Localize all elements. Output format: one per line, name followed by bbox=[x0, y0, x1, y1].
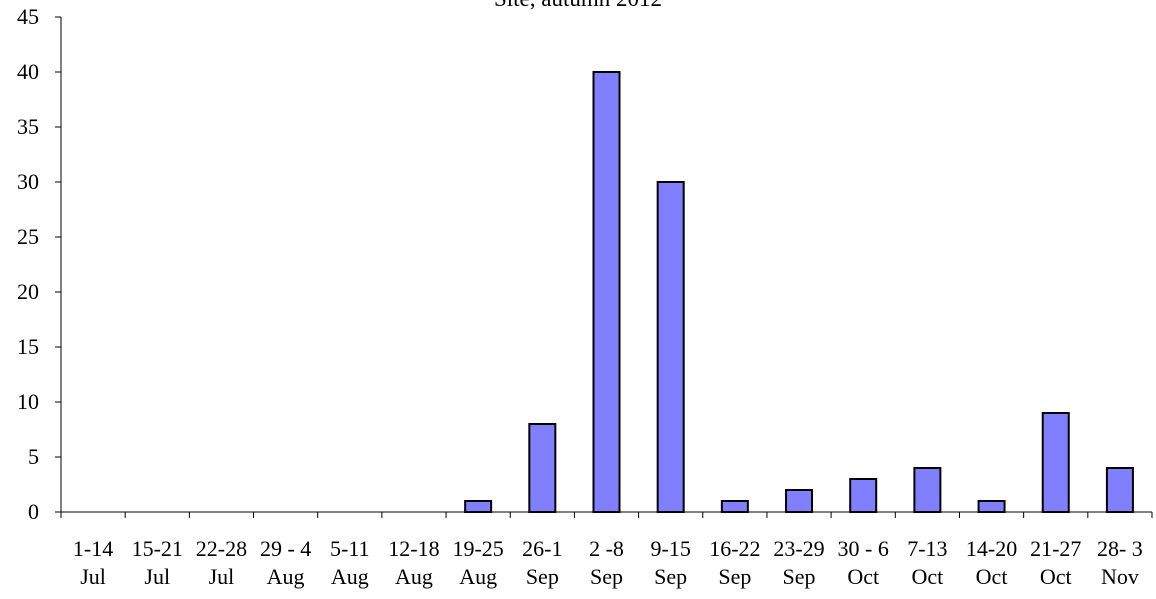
y-tick-label: 0 bbox=[28, 499, 39, 524]
bar bbox=[720, 500, 749, 513]
x-tick-label-month: Jul bbox=[80, 564, 106, 589]
bar bbox=[528, 423, 557, 513]
x-tick-label: 23-29 bbox=[773, 536, 824, 561]
x-tick-label-month: Sep bbox=[590, 564, 623, 589]
x-tick-label-month: Oct bbox=[911, 564, 943, 589]
x-tick-label-month: Oct bbox=[1040, 564, 1072, 589]
x-tick-label: 14-20 bbox=[966, 536, 1017, 561]
x-tick-label: 12-18 bbox=[388, 536, 439, 561]
x-tick-label-month: Jul bbox=[209, 564, 235, 589]
chart-title: Site, autumn 2012 bbox=[0, 0, 1156, 12]
x-tick-label: 30 - 6 bbox=[838, 536, 889, 561]
x-tick-label: 29 - 4 bbox=[260, 536, 311, 561]
x-tick-label-month: Jul bbox=[144, 564, 170, 589]
y-tick-label: 35 bbox=[17, 114, 39, 139]
x-tick-label: 22-28 bbox=[196, 536, 247, 561]
y-tick-label: 45 bbox=[17, 4, 39, 29]
bar bbox=[656, 181, 685, 513]
bar bbox=[849, 478, 878, 513]
x-tick-label: 15-21 bbox=[132, 536, 183, 561]
tick-labels: 0 5 10 15 20 25 30 35 40 45 1-14 Jul 15-21 Jul 22-28 Ju… bbox=[17, 4, 1143, 589]
bar bbox=[977, 500, 1006, 513]
x-tick-label: 7-13 bbox=[907, 536, 947, 561]
x-tick-label-month: Aug bbox=[459, 564, 497, 589]
x-tick-label-month: Aug bbox=[395, 564, 433, 589]
y-tick-label: 15 bbox=[17, 334, 39, 359]
y-tick-label: 30 bbox=[17, 169, 39, 194]
x-tick-label-month: Oct bbox=[976, 564, 1008, 589]
x-tick-label: 26-1 bbox=[522, 536, 562, 561]
x-tick-label: 2 -8 bbox=[589, 536, 624, 561]
x-tick-label-month: Sep bbox=[783, 564, 816, 589]
x-tick-label-month: Nov bbox=[1101, 564, 1139, 589]
y-tick-label: 40 bbox=[17, 59, 39, 84]
bar bbox=[1105, 467, 1134, 513]
bars bbox=[464, 71, 1134, 513]
x-tick-label: 21-27 bbox=[1030, 536, 1081, 561]
x-tick-label: 16-22 bbox=[709, 536, 760, 561]
x-tick-label: 9-15 bbox=[651, 536, 691, 561]
x-tick-label: 19-25 bbox=[452, 536, 503, 561]
bar bbox=[464, 500, 493, 513]
y-tick-label: 25 bbox=[17, 224, 39, 249]
x-tick-label: 5-11 bbox=[330, 536, 370, 561]
bar bbox=[1041, 412, 1070, 513]
x-tick-label: 28- 3 bbox=[1097, 536, 1143, 561]
x-tick-label: 1-14 bbox=[73, 536, 113, 561]
x-tick-label-month: Oct bbox=[847, 564, 879, 589]
y-tick-label: 5 bbox=[28, 444, 39, 469]
x-tick-label-month: Aug bbox=[331, 564, 369, 589]
y-tick-label: 10 bbox=[17, 389, 39, 414]
bar bbox=[913, 467, 942, 513]
x-tick-label-month: Sep bbox=[718, 564, 751, 589]
bar bbox=[592, 71, 621, 513]
y-tick-label: 20 bbox=[17, 279, 39, 304]
bar bbox=[785, 489, 814, 513]
x-tick-label-month: Sep bbox=[654, 564, 687, 589]
x-tick-label-month: Sep bbox=[526, 564, 559, 589]
x-tick-label-month: Aug bbox=[267, 564, 305, 589]
